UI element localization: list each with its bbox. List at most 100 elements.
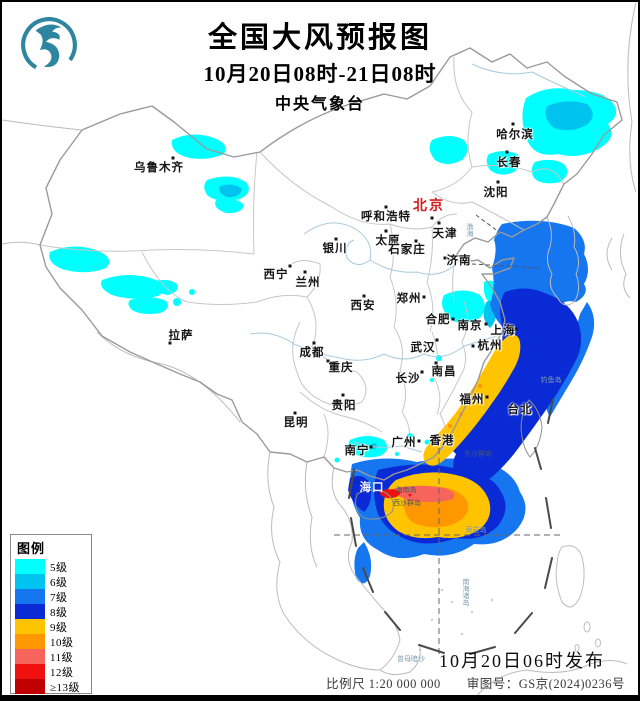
legend-swatch [15,679,45,694]
city-label: 北京 [413,199,445,214]
legend-swatch [15,619,45,634]
city-dot [471,344,475,348]
city-dot [384,205,388,209]
city-dot [434,361,438,365]
city-dot [168,341,172,345]
city-label: 西安 [350,300,376,312]
city-label: 武汉 [410,342,436,354]
city-label: 合肥 [425,314,451,326]
city-dot [496,180,500,184]
city-dot [369,445,373,449]
city-label: 广州 [391,437,417,449]
city-dot [430,216,434,220]
city-label: 哈尔滨 [496,129,534,141]
sea-label: 曾母暗沙 [397,655,425,663]
legend-label: ≥13级 [50,681,81,694]
city-dot [293,411,297,415]
islands [355,399,543,658]
city-dot [288,264,292,268]
city-dot [511,122,515,126]
city-label: 台北 [507,404,533,416]
legend-item: 8级 [15,604,91,619]
city-label: 昆明 [283,417,309,429]
dashed-boundaries [334,214,564,655]
sea-label: 渤海 [466,223,474,237]
legend-item: 6级 [15,574,91,589]
city-dot [341,393,345,397]
legend-item: 11级 [15,649,91,664]
city-dot [384,229,388,233]
city-dot [514,327,518,331]
wind-area-level5 [49,88,617,463]
city-dot [484,322,488,326]
city-dot [312,341,316,345]
city-label: 香港 [429,435,455,447]
city-dot [451,317,455,321]
city-label: 沈阳 [483,187,509,199]
page-title: 全国大风预报图 [207,22,432,54]
city-dot [437,221,441,225]
legend-rows: 5级 6级 7级 8级 9级 10级 11级 12级 ≥13级 [15,559,91,694]
legend-item: ≥13级 [15,679,91,694]
city-dot [435,338,439,342]
city-label: 成都 [299,347,325,359]
legend-swatch [15,559,45,574]
city-label: 石家庄 [388,244,426,256]
scale-and-review: 比例尺 1:20 000 000 审图号：GS京(2024)0236号 [326,677,625,691]
legend-label: 12级 [50,666,74,679]
legend: 图例 5级 6级 7级 8级 9级 10级 11级 12级 ≥13级 [10,534,92,694]
city-label: 海口 [359,482,385,494]
legend-swatch [15,574,45,589]
city-dot [505,150,509,154]
legend-label: 6级 [50,576,68,589]
city-dot [334,237,338,241]
city-dot [422,295,426,299]
legend-item: 5级 [15,559,91,574]
legend-label: 11级 [50,651,74,664]
sea-label: 海南岛 [395,486,417,494]
wind-area-level6 [219,101,593,449]
city-label: 南昌 [431,366,457,378]
city-label: 南宁 [344,445,370,457]
legend-label: 10级 [50,636,74,649]
city-dot [326,359,330,363]
city-dot [303,270,307,274]
city-label: 郑州 [396,293,422,305]
bottom-border [2,695,638,701]
city-dot [417,439,421,443]
city-label: 兰州 [295,277,321,289]
wind-area-level12 [379,489,412,499]
legend-title: 图例 [17,541,46,556]
legend-swatch [15,589,45,604]
city-label: 长沙 [395,373,421,385]
city-dot [171,156,175,160]
city-dot [362,294,366,298]
city-label: 上海 [490,325,516,337]
city-label: 南京 [457,320,483,332]
city-dot [443,256,447,260]
city-label: 杭州 [477,340,503,352]
city-label: 济南 [446,255,472,267]
sea-label: 东沙群岛 [464,450,492,458]
city-label: 拉萨 [168,330,194,342]
city-label: 太原 [375,235,401,247]
legend-item: 12级 [15,664,91,679]
legend-swatch [15,649,45,664]
city-label: 重庆 [328,362,354,374]
legend-swatch [15,664,45,679]
legend-label: 7级 [50,591,68,604]
legend-label: 8级 [50,606,68,619]
legend-item: 9级 [15,619,91,634]
province-boundaries [39,56,565,458]
sea-label: 南海诸岛 [462,578,470,606]
legend-label: 9级 [50,621,68,634]
city-label: 呼和浩特 [361,211,411,223]
city-dot [485,395,489,399]
legend-swatch [15,634,45,649]
issuing-agency: 中央气象台 [274,96,365,113]
sea-label: 西沙群岛 [393,499,421,507]
cma-logo [21,17,77,73]
